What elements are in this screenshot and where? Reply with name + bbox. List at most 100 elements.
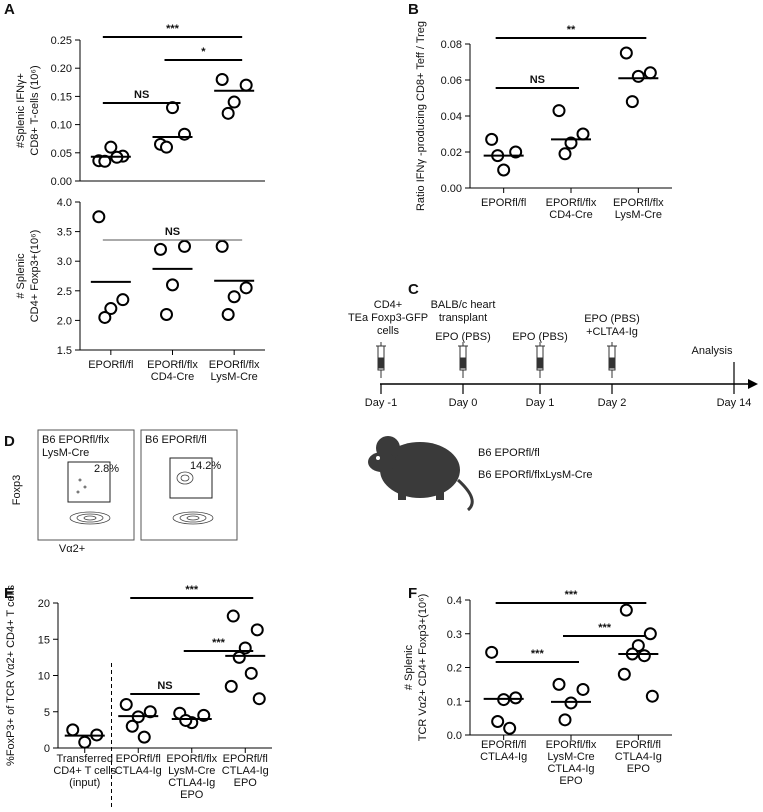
- data-point: [78, 735, 92, 749]
- significance-label: ***: [565, 589, 579, 601]
- y-tick-label: 10: [38, 671, 50, 683]
- x-tick-label: LysM-Cre: [615, 209, 662, 221]
- data-point: [137, 730, 151, 744]
- y-tick-label: 3.5: [57, 227, 72, 239]
- data-point: [617, 667, 631, 681]
- x-tick-label: (input): [69, 777, 100, 789]
- data-point: [491, 715, 505, 728]
- flow-title: B6 EPORfl/flx: [42, 434, 110, 446]
- data-point: [497, 163, 511, 177]
- data-point: [576, 127, 590, 141]
- data-point: [564, 696, 578, 710]
- step-text: +CLTA4-Ig: [586, 326, 638, 338]
- x-tick-label: CTLA4-Ig: [168, 777, 215, 789]
- step-text: TEa Foxp3-GFP: [348, 312, 428, 324]
- step-text: Analysis: [692, 345, 733, 357]
- panel-letter: C: [408, 281, 419, 298]
- data-point: [224, 679, 238, 693]
- data-point: [558, 713, 572, 727]
- timeline: C CD4+ TEa Foxp3-GFP cells BALB/c heart …: [348, 281, 758, 512]
- data-point: [619, 603, 633, 617]
- data-point: [250, 623, 264, 637]
- gate-percent: 14.2%: [190, 460, 221, 472]
- data-point: [485, 645, 499, 659]
- data-point: [239, 281, 253, 295]
- data-point: [252, 692, 266, 706]
- significance-label: NS: [134, 89, 149, 101]
- step-text: EPO (PBS): [512, 331, 568, 343]
- x-tick-label: EPORfl/flx: [546, 739, 597, 751]
- y-tick-label: 0.08: [441, 39, 462, 51]
- x-tick-label: EPORfl/flx: [209, 359, 260, 371]
- data-point: [104, 140, 118, 154]
- y-tick-label: 0.2: [447, 663, 462, 675]
- day-ticks: [380, 362, 735, 394]
- y-tick-label: 1.5: [57, 345, 72, 357]
- step-labels: CD4+ TEa Foxp3-GFP cells BALB/c heart tr…: [348, 299, 751, 409]
- day-label: Day 0: [449, 397, 478, 409]
- data-point: [160, 307, 173, 321]
- data-point: [625, 95, 639, 109]
- mouse-label: B6 EPORfl/flxLysM-Cre: [478, 469, 593, 481]
- data-point: [631, 639, 645, 653]
- day-label: Day 2: [598, 397, 627, 409]
- data-point: [227, 95, 241, 109]
- y-tick-label: 0.02: [441, 147, 462, 159]
- x-tick-label: EPORfl/fl: [481, 197, 526, 209]
- y-tick-label: 15: [38, 634, 50, 646]
- y-tick-label: 0.25: [51, 35, 72, 47]
- y-axis-label: Ratio IFNγ -producing CD8+ Teff / Treg: [415, 21, 427, 211]
- y-tick-label: 0.05: [51, 148, 72, 160]
- day-label: Day -1: [365, 397, 397, 409]
- y-tick-label: 20: [38, 598, 50, 610]
- data-point: [166, 278, 179, 292]
- data-point: [227, 290, 241, 304]
- data-point: [485, 132, 499, 146]
- significance-label: NS: [530, 74, 545, 86]
- y-tick-label: 2.0: [57, 315, 72, 327]
- data-point: [116, 293, 130, 307]
- x-tick-label: CTLA4-Ig: [615, 751, 662, 763]
- data-point: [66, 723, 80, 737]
- y-tick-label: 0: [44, 743, 50, 755]
- y-tick-label: 0.00: [51, 176, 72, 188]
- axis-label: Vα2+: [59, 543, 85, 555]
- data-point: [637, 649, 651, 663]
- contours: [69, 471, 214, 525]
- y-axis-label: #Splenic IFNγ+: [15, 73, 27, 148]
- significance-label: **: [567, 24, 576, 36]
- step-text: BALB/c heart: [431, 299, 496, 311]
- day-label: Day 1: [526, 397, 555, 409]
- y-tick-label: 0.15: [51, 91, 72, 103]
- y-tick-label: 0.10: [51, 120, 72, 132]
- data-point: [239, 78, 253, 92]
- x-tick-label: CTLA4-Ig: [547, 763, 594, 775]
- data-point: [215, 72, 229, 86]
- data-point: [576, 682, 590, 696]
- mouse-label: B6 EPORfl/fl: [478, 447, 540, 459]
- x-tick-label: LysM-Cre: [547, 751, 594, 763]
- x-tick-label: EPORfl/flx: [546, 197, 597, 209]
- gate-percent: 2.8%: [94, 463, 119, 475]
- x-tick-label: EPO: [559, 775, 583, 787]
- y-tick-label: 2.5: [57, 286, 72, 298]
- data-point: [178, 239, 191, 253]
- y-axis-label: %FoxP3+ of TCR Vα2+ CD4+ T cells: [5, 585, 17, 766]
- x-tick-label: EPORfl/fl: [223, 753, 268, 765]
- x-tick-label: Transferred: [57, 753, 113, 765]
- data-point: [552, 104, 566, 118]
- step-text: EPO (PBS): [584, 313, 640, 325]
- data-point: [154, 242, 167, 256]
- significance-label: NS: [165, 226, 180, 238]
- y-tick-label: 0.00: [441, 183, 462, 195]
- y-tick-label: 0.0: [447, 730, 462, 742]
- significance-label: *: [201, 46, 206, 58]
- flow-title: B6 EPORfl/fl: [145, 434, 207, 446]
- y-axis-label: # Splenic: [15, 253, 27, 299]
- step-text: transplant: [439, 312, 487, 324]
- step-text: CD4+: [374, 299, 402, 311]
- arrow-head: [748, 379, 758, 389]
- x-tick-label: EPORfl/fl: [88, 359, 133, 371]
- data-point: [244, 666, 258, 680]
